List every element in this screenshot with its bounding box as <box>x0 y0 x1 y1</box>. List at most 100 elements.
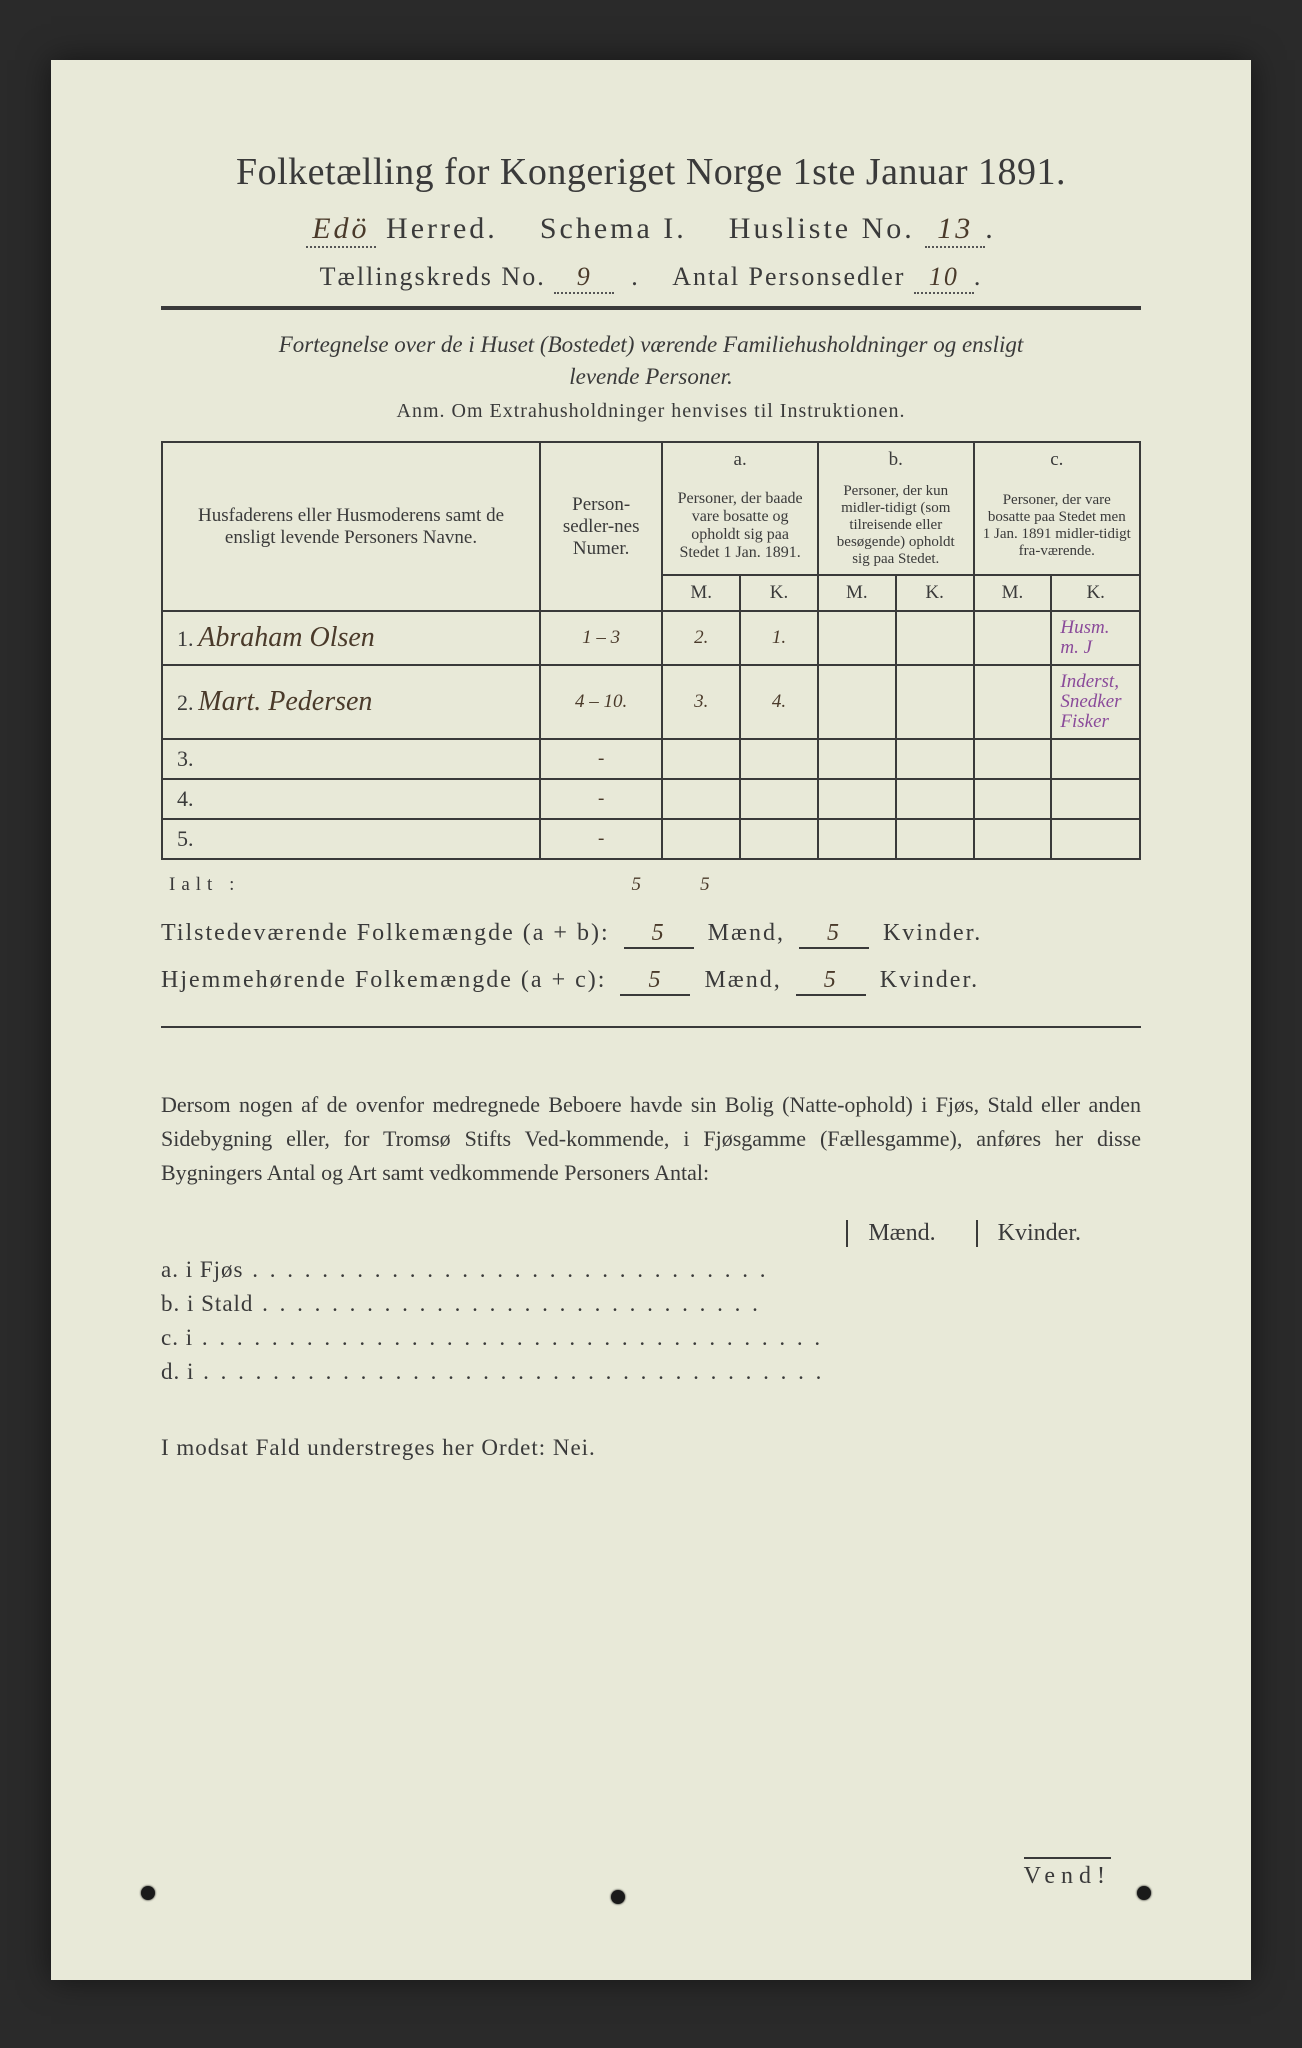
herred-label: Herred. <box>376 212 498 245</box>
pin-icon <box>141 1886 155 1900</box>
row-number: 1. <box>171 626 194 651</box>
list-a-text: a. i Fjøs <box>161 1257 243 1282</box>
count-cell <box>818 665 896 739</box>
table-row: 3. - <box>162 739 1140 779</box>
margin-note-cell <box>1051 779 1140 819</box>
dots: . . . . . . . . . . . . . . . . . . . . … <box>243 1257 768 1282</box>
schema-label: Schema I. <box>540 212 687 245</box>
row-number: 5. <box>171 826 194 851</box>
count-cell <box>740 739 818 779</box>
count-cell <box>896 779 974 819</box>
summary-line-2: Hjemmehørende Folkemængde (a + c): 5 Mæn… <box>161 967 1141 996</box>
divider-2 <box>161 1026 1141 1028</box>
list-c-text: c. i <box>161 1325 193 1350</box>
vend-label: Vend! <box>1024 1857 1111 1890</box>
mk-header: Mænd. Kvinder. <box>161 1220 1141 1247</box>
kreds-label: Tællingskreds No. <box>320 262 546 291</box>
count-cell <box>818 779 896 819</box>
ialt-k: 5 <box>671 868 740 902</box>
row-name-cell: 1. Abraham Olsen <box>162 611 540 665</box>
row-name-cell: 3. <box>162 739 540 779</box>
numer-cell: - <box>540 739 662 779</box>
anm-note: Anm. Om Extrahusholdninger henvises til … <box>161 400 1141 423</box>
divider <box>161 306 1141 310</box>
dwelling-paragraph: Dersom nogen af de ovenfor medregnede Be… <box>161 1088 1141 1190</box>
intro-line2: levende Personer. <box>161 364 1141 390</box>
group-a-desc: Personer, der baade vare bosatte og opho… <box>662 477 818 575</box>
col-header-name-text: Husfaderens eller Husmoderens samt de en… <box>198 505 504 548</box>
count-cell <box>974 779 1052 819</box>
count-cell <box>974 819 1052 859</box>
b-m-label: M. <box>818 575 896 611</box>
dots: . . . . . . . . . . . . . . . . . . . . … <box>253 1291 761 1316</box>
numer-cell: 4 – 10. <box>540 665 662 739</box>
page-title: Folketælling for Kongeriget Norge 1ste J… <box>161 150 1141 194</box>
b-k-label: K. <box>896 575 974 611</box>
count-cell <box>662 819 740 859</box>
count-cell <box>662 779 740 819</box>
row-number: 2. <box>171 690 194 715</box>
col-header-numer: Person-sedler-nes Numer. <box>540 442 662 611</box>
row-name-cell: 5. <box>162 819 540 859</box>
list-d-text: d. i <box>161 1359 194 1384</box>
row-name-cell: 4. <box>162 779 540 819</box>
ialt-table: Ialt : 5 5 <box>161 868 1141 902</box>
group-c-label: c. <box>974 442 1140 477</box>
row-number: 3. <box>171 746 194 771</box>
pin-icon <box>1137 1886 1151 1900</box>
summary2-label: Hjemmehørende Folkemængde (a + c): <box>161 967 606 993</box>
group-a-label: a. <box>662 442 818 477</box>
dots: . . . . . . . . . . . . . . . . . . . . … <box>193 1325 823 1350</box>
group-b-desc: Personer, der kun midler-tidigt (som til… <box>818 477 974 575</box>
margin-note-cell: Husm. m. J <box>1051 611 1140 665</box>
margin-note-cell: Inderst, Snedker Fisker <box>1051 665 1140 739</box>
kvinder-label: Kvinder. <box>976 1220 1081 1247</box>
numer-cell: - <box>540 819 662 859</box>
footer-text: I modsat Fald understreges her Ordet: Ne… <box>161 1435 1141 1461</box>
maend-label: Mænd. <box>846 1220 935 1247</box>
table-row: 4. - <box>162 779 1140 819</box>
count-cell <box>818 819 896 859</box>
col-header-name: Husfaderens eller Husmoderens samt de en… <box>162 442 540 611</box>
summary2-k-unit: Kvinder. <box>880 967 979 993</box>
list-b: b. i Stald . . . . . . . . . . . . . . .… <box>161 1291 1141 1317</box>
count-cell <box>818 611 896 665</box>
count-cell: 1. <box>740 611 818 665</box>
kreds-line: Tællingskreds No. 9 . Antal Personsedler… <box>161 262 1141 294</box>
count-cell <box>896 739 974 779</box>
list-b-text: b. i Stald <box>161 1291 253 1316</box>
list-c: c. i . . . . . . . . . . . . . . . . . .… <box>161 1325 1141 1351</box>
count-cell <box>974 739 1052 779</box>
summary2-m: 5 <box>620 967 690 996</box>
count-cell: 2. <box>662 611 740 665</box>
dots: . . . . . . . . . . . . . . . . . . . . … <box>194 1359 824 1384</box>
summary2-k: 5 <box>796 967 866 996</box>
list-d: d. i . . . . . . . . . . . . . . . . . .… <box>161 1359 1141 1385</box>
summary-line-1: Tilstedeværende Folkemængde (a + b): 5 M… <box>161 920 1141 949</box>
summary1-m-unit: Mænd, <box>708 920 785 946</box>
count-cell <box>896 611 974 665</box>
antal-value: 10 <box>914 262 974 294</box>
count-cell <box>974 665 1052 739</box>
husliste-label: Husliste No. <box>729 212 915 245</box>
herred-value: Edö <box>306 212 375 248</box>
row-name-cell: 2. Mart. Pedersen <box>162 665 540 739</box>
table-row: 5. - <box>162 819 1140 859</box>
ialt-label: Ialt : <box>161 868 494 902</box>
table-row: 2. Mart. Pedersen4 – 10.3.4.Inderst, Sne… <box>162 665 1140 739</box>
count-cell <box>974 611 1052 665</box>
antal-label: Antal Personsedler <box>672 262 905 291</box>
summary2-m-unit: Mænd, <box>704 967 781 993</box>
household-table: Husfaderens eller Husmoderens samt de en… <box>161 441 1141 860</box>
c-m-label: M. <box>974 575 1052 611</box>
c-k-label: K. <box>1051 575 1140 611</box>
kreds-value: 9 <box>554 262 614 294</box>
count-cell <box>896 665 974 739</box>
count-cell <box>740 819 818 859</box>
summary1-label: Tilstedeværende Folkemængde (a + b): <box>161 920 610 946</box>
count-cell <box>896 819 974 859</box>
a-k-label: K. <box>740 575 818 611</box>
pin-icon <box>611 1890 625 1904</box>
ialt-m: 5 <box>602 868 671 902</box>
count-cell <box>662 739 740 779</box>
